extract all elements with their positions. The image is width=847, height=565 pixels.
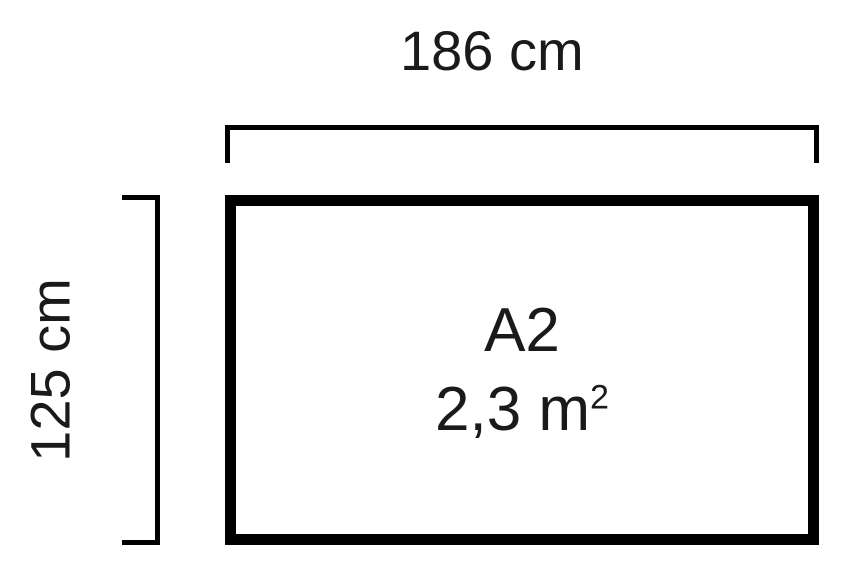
width-bracket-tick-left bbox=[225, 125, 230, 163]
rectangle-area-exponent: 2 bbox=[590, 378, 609, 416]
height-dimension-bracket bbox=[122, 195, 160, 545]
height-bracket-tick-bottom bbox=[122, 540, 160, 545]
height-bracket-line bbox=[155, 195, 160, 545]
width-bracket-tick-right bbox=[814, 125, 819, 163]
dimension-rectangle: A2 2,3 m2 bbox=[225, 195, 819, 545]
rectangle-title: A2 bbox=[484, 295, 560, 366]
rectangle-area: 2,3 m2 bbox=[435, 374, 609, 445]
width-bracket-line bbox=[225, 125, 819, 130]
rectangle-area-value: 2,3 m bbox=[435, 375, 590, 444]
width-dimension-label: 186 cm bbox=[400, 18, 584, 83]
height-dimension-label: 125 cm bbox=[18, 278, 83, 462]
dimension-diagram: 186 cm 125 cm A2 2,3 m2 bbox=[0, 0, 847, 565]
width-dimension-bracket bbox=[225, 125, 819, 163]
